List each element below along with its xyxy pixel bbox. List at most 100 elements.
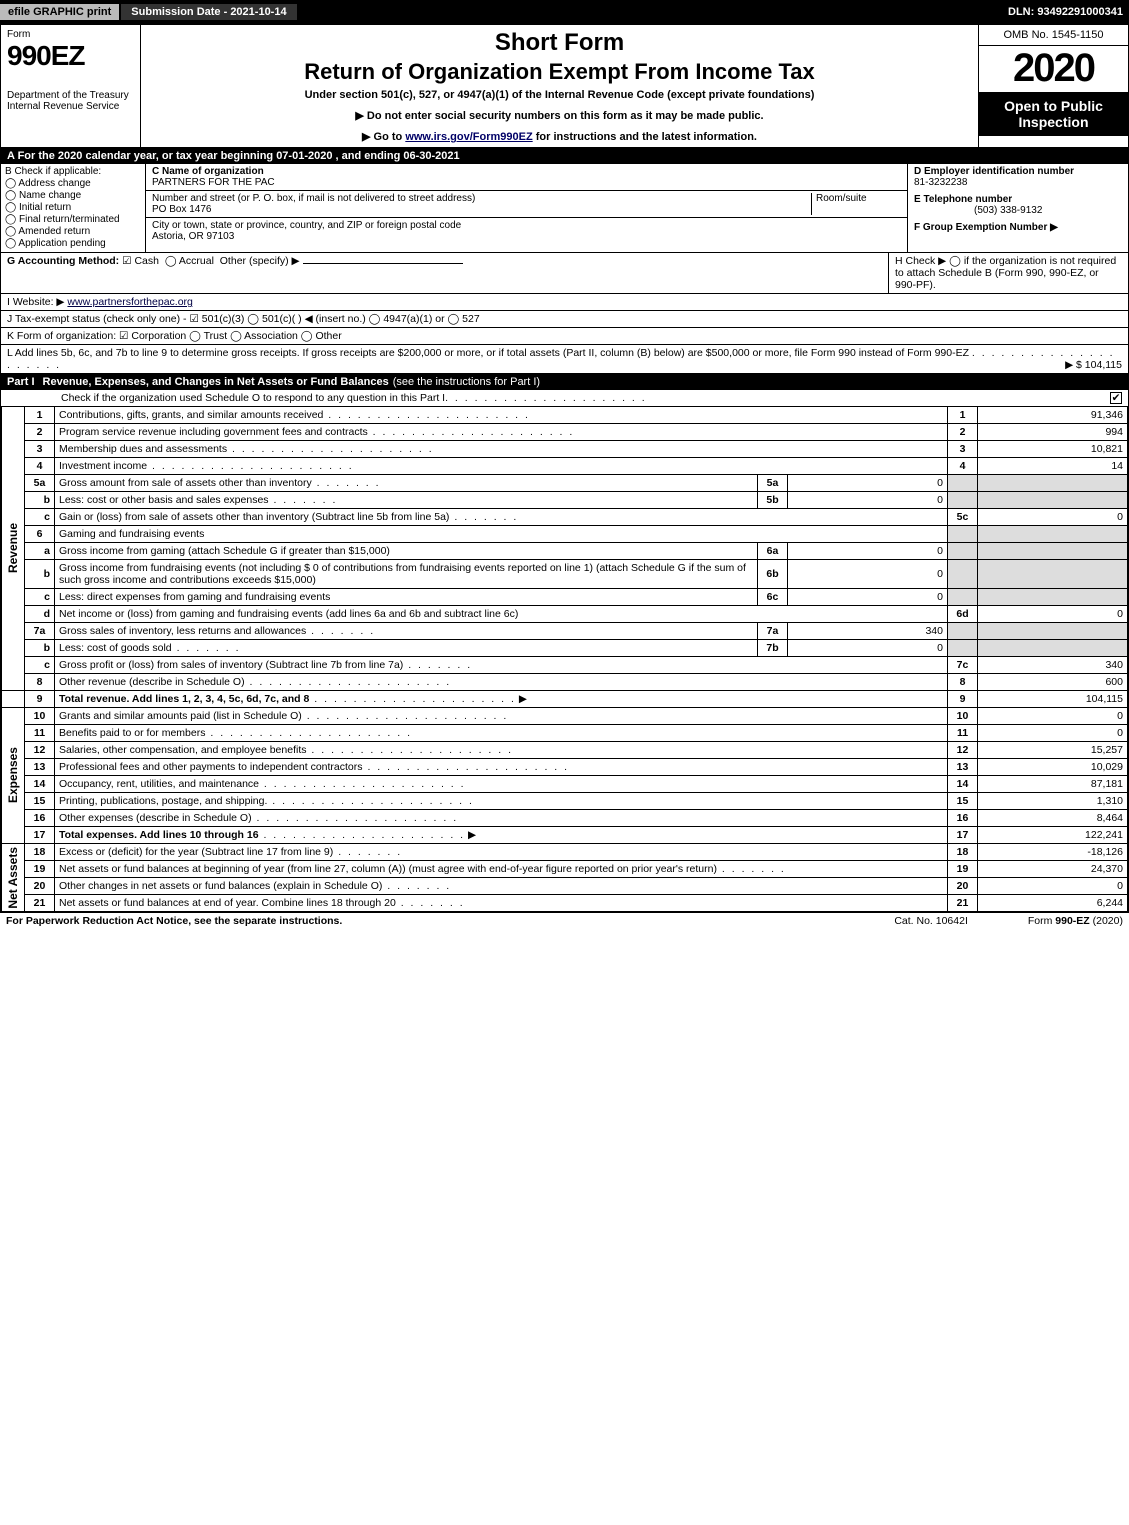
line-6b-desc: Gross income from fundraising events (no… — [59, 562, 746, 586]
line-12-num: 12 — [25, 742, 55, 759]
line-7a-mini-val: 340 — [788, 623, 948, 640]
line-2-ref: 2 — [948, 424, 978, 441]
accounting-method-label: G Accounting Method: — [7, 255, 122, 267]
line-17-arrow-icon: ▶ — [468, 829, 476, 841]
ein-label: D Employer identification number — [914, 166, 1074, 177]
line-18-desc: Excess or (deficit) for the year (Subtra… — [59, 846, 333, 858]
chk-accrual[interactable]: ◯ Accrual — [165, 255, 214, 267]
line-15-ref: 15 — [948, 793, 978, 810]
form-container: Form 990EZ Department of the Treasury In… — [0, 24, 1129, 913]
line-1-desc: Contributions, gifts, grants, and simila… — [59, 409, 323, 421]
tel-label: E Telephone number — [914, 194, 1012, 205]
line-3-ref: 3 — [948, 441, 978, 458]
line-18-val: -18,126 — [978, 844, 1128, 861]
line-7b-mini-val: 0 — [788, 640, 948, 657]
goto-suffix: for instructions and the latest informat… — [533, 131, 757, 143]
chk-other-method[interactable]: Other (specify) ▶ — [220, 255, 300, 267]
expenses-section-label: Expenses — [6, 747, 20, 803]
line-5a-mini-val: 0 — [788, 475, 948, 492]
irs-link[interactable]: www.irs.gov/Form990EZ — [405, 131, 532, 143]
line-7b-desc: Less: cost of goods sold — [59, 642, 172, 654]
line-9-val: 104,115 — [978, 691, 1128, 708]
line-4-desc: Investment income — [59, 460, 147, 472]
website-label: I Website: ▶ — [7, 296, 64, 308]
line-5b-num: b — [25, 492, 55, 509]
room-suite-label: Room/suite — [811, 193, 901, 215]
form-ref: Form 990-EZ (2020) — [1028, 915, 1123, 927]
line-5b-mini-ref: 5b — [758, 492, 788, 509]
chk-address-change[interactable]: ◯ Address change — [5, 178, 141, 189]
line-7a-mini-ref: 7a — [758, 623, 788, 640]
chk-application-pending[interactable]: ◯ Application pending — [5, 238, 141, 249]
line-7b-val — [978, 640, 1128, 657]
part-i-label: Part I — [7, 376, 35, 388]
line-6c-desc: Less: direct expenses from gaming and fu… — [59, 591, 330, 603]
line-6b-ref — [948, 560, 978, 589]
line-6a-val — [978, 543, 1128, 560]
line-5b-ref — [948, 492, 978, 509]
line-6a-ref — [948, 543, 978, 560]
submission-date: Submission Date - 2021-10-14 — [121, 4, 296, 20]
line-5c-val: 0 — [978, 509, 1128, 526]
line-7a-desc: Gross sales of inventory, less returns a… — [59, 625, 306, 637]
chk-cash[interactable]: ☑ Cash — [122, 255, 159, 267]
line-8-val: 600 — [978, 674, 1128, 691]
line-12-desc: Salaries, other compensation, and employ… — [59, 744, 306, 756]
line-3-num: 3 — [25, 441, 55, 458]
line-9-num: 9 — [25, 691, 55, 708]
chk-final-return[interactable]: ◯ Final return/terminated — [5, 214, 141, 225]
line-14-ref: 14 — [948, 776, 978, 793]
line-5a-ref — [948, 475, 978, 492]
department-label: Department of the Treasury Internal Reve… — [7, 90, 134, 112]
line-7b-ref — [948, 640, 978, 657]
part-i-header: Part I Revenue, Expenses, and Changes in… — [1, 374, 1128, 390]
ein-value: 81-3232238 — [914, 177, 967, 188]
top-bar: efile GRAPHIC print Submission Date - 20… — [0, 0, 1129, 24]
line-7a-val — [978, 623, 1128, 640]
line-17-num: 17 — [25, 827, 55, 844]
efile-print-button[interactable]: efile GRAPHIC print — [0, 4, 119, 20]
line-7c-ref: 7c — [948, 657, 978, 674]
tel-value: (503) 338-9132 — [914, 205, 1042, 216]
line-14-desc: Occupancy, rent, utilities, and maintena… — [59, 778, 259, 790]
line-3-desc: Membership dues and assessments — [59, 443, 227, 455]
revenue-section-label: Revenue — [6, 523, 20, 573]
line-l-row: L Add lines 5b, 6c, and 7b to line 9 to … — [1, 345, 1128, 374]
line-6-ref — [948, 526, 978, 543]
line-15-num: 15 — [25, 793, 55, 810]
form-number: 990EZ — [7, 40, 134, 72]
line-10-num: 10 — [25, 708, 55, 725]
line-6a-mini-ref: 6a — [758, 543, 788, 560]
line-6c-num: c — [25, 589, 55, 606]
line-4-num: 4 — [25, 458, 55, 475]
goto-prefix: ▶ Go to — [362, 131, 405, 143]
net-assets-section-label: Net Assets — [6, 847, 20, 909]
website-link[interactable]: www.partnersforthepac.org — [67, 296, 192, 308]
short-form-title: Short Form — [149, 29, 970, 57]
chk-initial-return[interactable]: ◯ Initial return — [5, 202, 141, 213]
line-6d-val: 0 — [978, 606, 1128, 623]
line-9-arrow-icon: ▶ — [519, 693, 527, 705]
line-6-val — [978, 526, 1128, 543]
line-6c-mini-ref: 6c — [758, 589, 788, 606]
accounting-method-row: G Accounting Method: ☑ Cash ◯ Accrual Ot… — [1, 253, 888, 293]
line-11-ref: 11 — [948, 725, 978, 742]
line-8-desc: Other revenue (describe in Schedule O) — [59, 676, 245, 688]
line-7b-mini-ref: 7b — [758, 640, 788, 657]
line-6b-val — [978, 560, 1128, 589]
line-6d-ref: 6d — [948, 606, 978, 623]
schedule-o-checkbox[interactable]: ✔ — [1110, 392, 1122, 404]
ssn-warning: ▶ Do not enter social security numbers o… — [149, 109, 970, 122]
line-5a-desc: Gross amount from sale of assets other t… — [59, 477, 312, 489]
line-7a-ref — [948, 623, 978, 640]
goto-line: ▶ Go to www.irs.gov/Form990EZ for instru… — [149, 130, 970, 143]
line-14-num: 14 — [25, 776, 55, 793]
line-19-num: 19 — [25, 861, 55, 878]
line-5a-num: 5a — [25, 475, 55, 492]
line-6c-val — [978, 589, 1128, 606]
chk-name-change[interactable]: ◯ Name change — [5, 190, 141, 201]
paperwork-notice: For Paperwork Reduction Act Notice, see … — [6, 915, 834, 927]
chk-amended-return[interactable]: ◯ Amended return — [5, 226, 141, 237]
line-11-val: 0 — [978, 725, 1128, 742]
line-7c-val: 340 — [978, 657, 1128, 674]
